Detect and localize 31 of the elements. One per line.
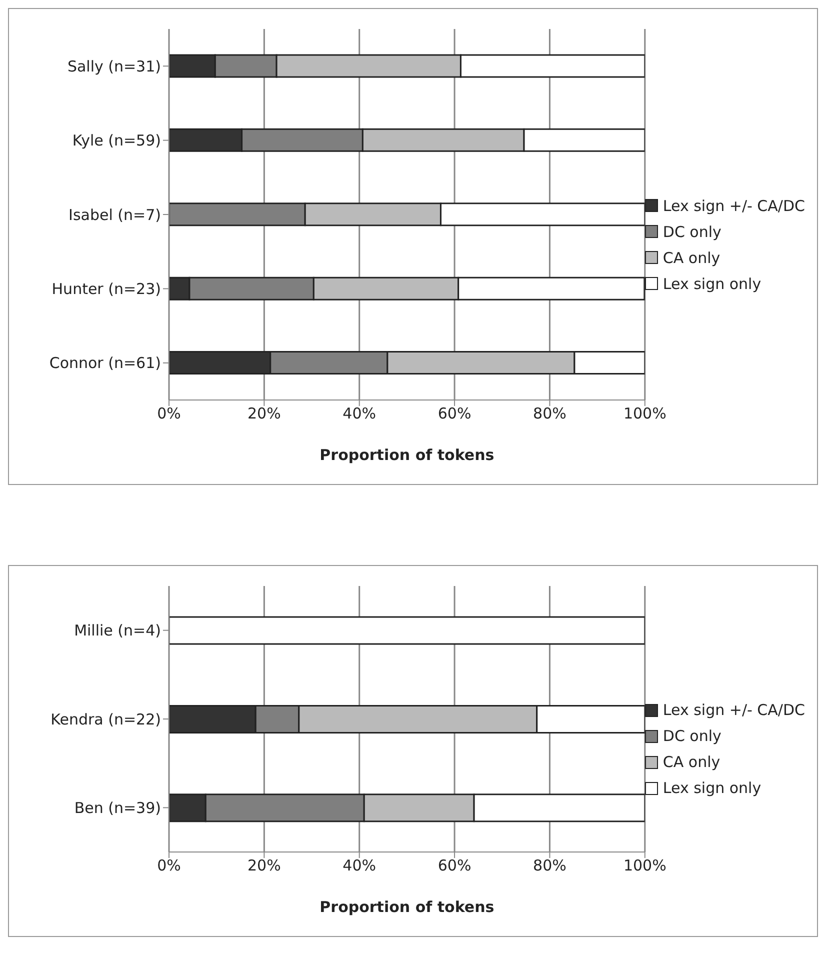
x-tick-label: 80% (533, 404, 566, 423)
series-label: Lex sign +/- CA/DC (662, 196, 805, 214)
legend-label: DC only (662, 222, 722, 240)
legend-label: Lex sign only (662, 274, 762, 292)
y-tick-label: Kendra (n=22) (50, 710, 161, 728)
x-tick-label: 100% (623, 404, 666, 423)
series-label: Lex sign +/- CA/DC (662, 701, 805, 719)
y-tick-label: Connor (n=61) (49, 354, 161, 372)
x-tick-label: 60% (438, 404, 472, 423)
x-axis-title: Proportion of tokens (320, 898, 494, 916)
y-tick-label: Kyle (n=59) (72, 132, 161, 150)
x-tick-label: 0% (157, 856, 181, 875)
legend-label: DC only (662, 727, 722, 745)
x-axis-title: Proportion of tokens (320, 446, 494, 464)
x-tick-label: 20% (248, 856, 281, 875)
legend-label: Lex sign only (662, 779, 762, 797)
x-tick-label: 40% (342, 404, 376, 423)
x-tick-label: 60% (438, 856, 472, 875)
x-tick-label: 100% (623, 856, 666, 875)
y-tick-label: Millie (n=4) (74, 622, 161, 640)
x-tick-label: 0% (157, 404, 181, 423)
y-tick-label: Hunter (n=23) (52, 280, 161, 298)
legend-label: CA only (662, 753, 720, 771)
y-tick-label: Ben (n=39) (74, 798, 161, 817)
y-tick-label: Sally (n=31) (67, 57, 161, 76)
x-tick-label: 40% (342, 856, 376, 875)
legend-label: CA only (662, 248, 720, 266)
y-tick-label: Isabel (n=7) (68, 206, 161, 224)
bar (169, 616, 645, 645)
x-tick-label: 80% (533, 856, 566, 875)
x-tick-label: 20% (248, 404, 281, 423)
